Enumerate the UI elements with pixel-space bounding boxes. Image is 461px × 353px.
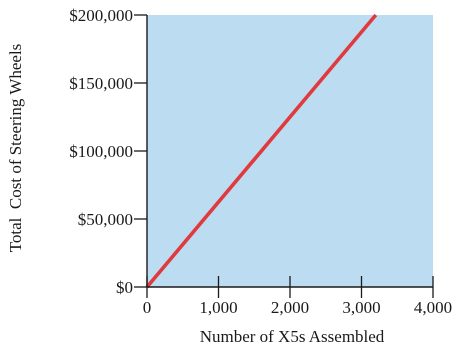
y-axis-title: Total Cost of Steering Wheels [6, 44, 25, 253]
x-tick-label: 0 [143, 298, 152, 317]
y-tick-label: $200,000 [69, 6, 133, 25]
x-tick-label: 2,000 [271, 298, 309, 317]
series-line [145, 13, 378, 289]
y-tick-label: $150,000 [69, 74, 133, 93]
x-tick-label: 1,000 [199, 298, 237, 317]
y-tick-label: $50,000 [78, 210, 133, 229]
series-layer [145, 13, 378, 289]
x-tick-label: 4,000 [414, 298, 452, 317]
y-tick-label: $0 [116, 278, 133, 297]
x-axis-title: Number of X5s Assembled [200, 327, 385, 346]
y-tick-label: $100,000 [69, 142, 133, 161]
tick-labels: 0 1,000 2,000 3,000 4,000 $0 $50,000 $100,000 $1… [69, 6, 452, 317]
x-tick-label: 3,000 [342, 298, 380, 317]
plot-area [147, 15, 433, 287]
